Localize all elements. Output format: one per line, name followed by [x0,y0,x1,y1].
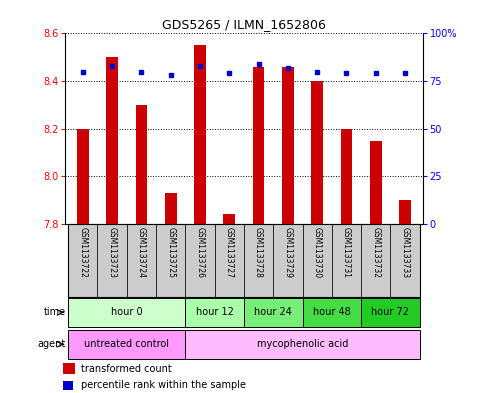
Bar [370,141,382,224]
Bar [390,224,420,297]
Bar [244,298,302,327]
Bar [253,67,264,224]
Text: agent: agent [38,339,66,349]
Bar [224,215,235,224]
Text: GSM1133730: GSM1133730 [313,227,322,278]
Text: GSM1133724: GSM1133724 [137,227,146,278]
Text: time: time [43,307,66,318]
Bar [312,81,323,224]
Bar [214,224,244,297]
Text: transformed count: transformed count [81,364,172,373]
Bar [68,298,185,327]
Text: percentile rank within the sample: percentile rank within the sample [81,380,246,391]
Bar [165,193,176,224]
Bar [106,57,118,224]
Bar [361,298,420,327]
Bar [185,330,420,359]
Text: GSM1133731: GSM1133731 [342,227,351,278]
Bar [361,224,390,297]
Bar [136,105,147,224]
Text: GSM1133727: GSM1133727 [225,227,234,278]
Text: GSM1133725: GSM1133725 [166,227,175,278]
Text: GSM1133722: GSM1133722 [78,227,87,278]
Bar [244,224,273,297]
Text: hour 12: hour 12 [196,307,234,318]
Bar [185,298,244,327]
Text: GSM1133733: GSM1133733 [400,227,410,278]
Bar [63,363,75,374]
Bar [185,224,214,297]
Bar [127,224,156,297]
Bar [302,224,332,297]
Text: GSM1133732: GSM1133732 [371,227,380,278]
Bar [68,224,98,297]
Text: GSM1133729: GSM1133729 [284,227,292,278]
Text: GSM1133728: GSM1133728 [254,227,263,278]
Bar [273,224,302,297]
Bar [341,129,352,224]
Text: GSM1133723: GSM1133723 [108,227,116,278]
Bar [156,224,185,297]
Bar [302,298,361,327]
Text: hour 24: hour 24 [254,307,292,318]
Title: GDS5265 / ILMN_1652806: GDS5265 / ILMN_1652806 [162,18,326,31]
Bar [77,129,89,224]
Text: hour 72: hour 72 [371,307,410,318]
Bar [332,224,361,297]
Text: hour 48: hour 48 [313,307,351,318]
Bar [194,45,206,224]
Text: mycophenolic acid: mycophenolic acid [257,339,348,349]
Text: untreated control: untreated control [84,339,169,349]
Bar [399,200,411,224]
Bar [63,380,73,390]
Text: GSM1133726: GSM1133726 [196,227,204,278]
Bar [98,224,127,297]
Text: hour 0: hour 0 [111,307,142,318]
Bar [68,330,185,359]
Bar [282,67,294,224]
